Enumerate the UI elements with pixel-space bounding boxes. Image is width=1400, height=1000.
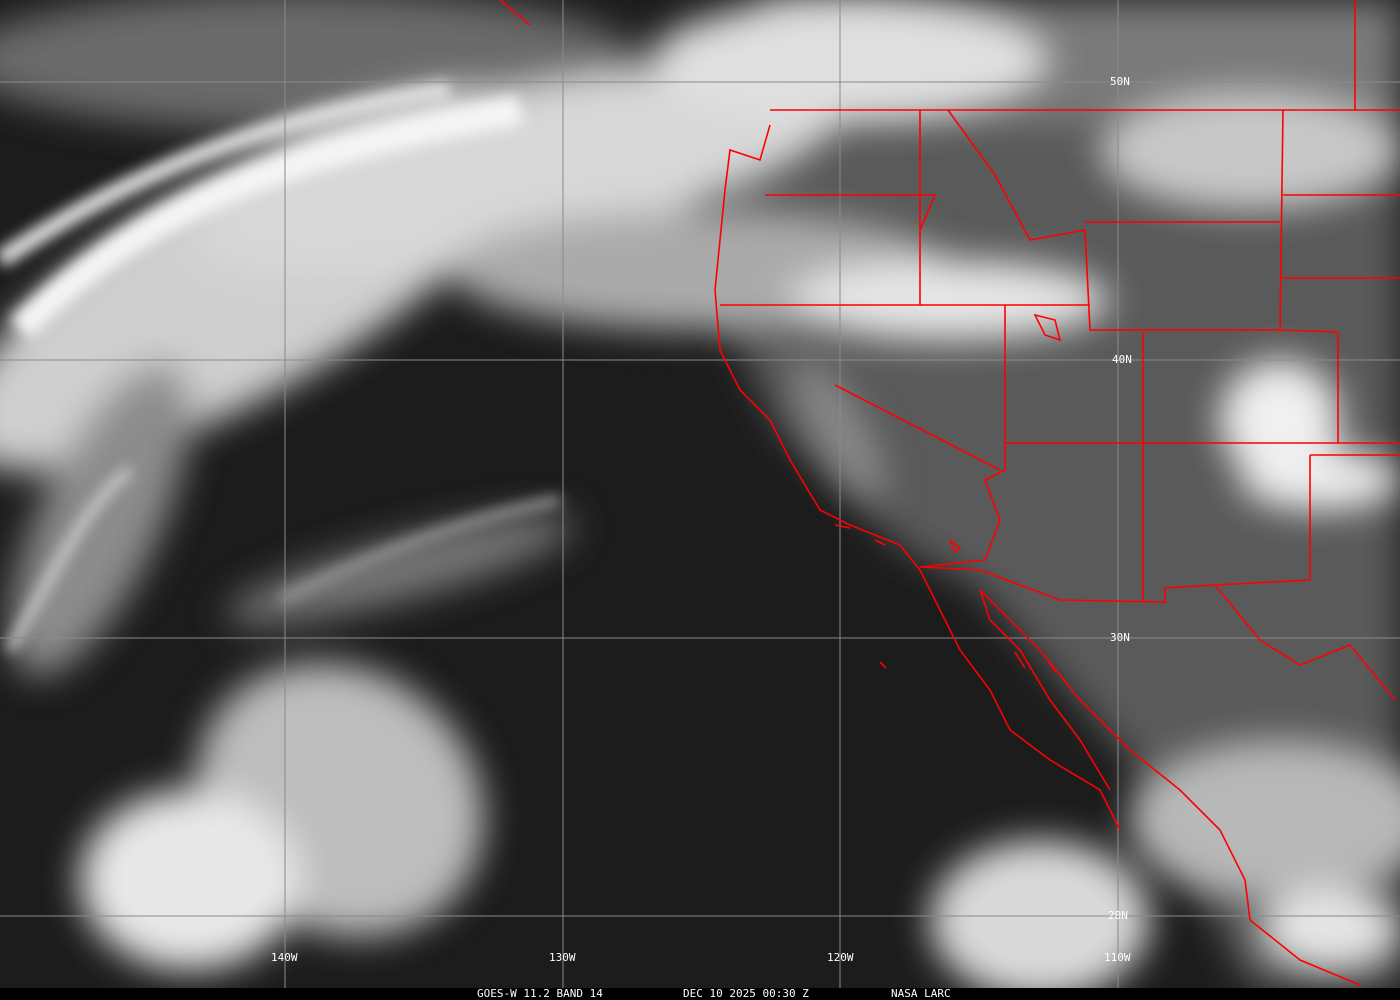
cloud-streaks: [0, 81, 561, 653]
political-borders: [499, 0, 1400, 986]
grid-labels: 50N 40N 30N 20N 140W 130W 120W 110W: [271, 75, 1132, 964]
lat-label-40n: 40N: [1112, 353, 1132, 366]
lon-label-110w: 110W: [1104, 951, 1131, 964]
datetime-label: DEC 10 2025 00:30 Z: [683, 987, 809, 1000]
lat-label-30n: 30N: [1110, 631, 1130, 644]
islands: [834, 313, 1062, 673]
lon-label-120w: 120W: [827, 951, 854, 964]
credit-label: NASA LARC: [891, 987, 951, 1000]
mexico-coastline: [979, 589, 1361, 986]
lon-label-130w: 130W: [549, 951, 576, 964]
canada-coast: [499, 0, 531, 26]
us-coastline: [714, 124, 1121, 831]
lat-label-20n: 20N: [1108, 909, 1128, 922]
us-mexico-border: [919, 566, 1396, 701]
state-borders: [720, 0, 1400, 602]
lat-label-50n: 50N: [1110, 75, 1130, 88]
caption-bar: GOES-W 11.2 BAND 14 DEC 10 2025 00:30 Z …: [0, 988, 1400, 1000]
satellite-label: GOES-W 11.2 BAND 14: [477, 987, 603, 1000]
lon-label-140w: 140W: [271, 951, 298, 964]
